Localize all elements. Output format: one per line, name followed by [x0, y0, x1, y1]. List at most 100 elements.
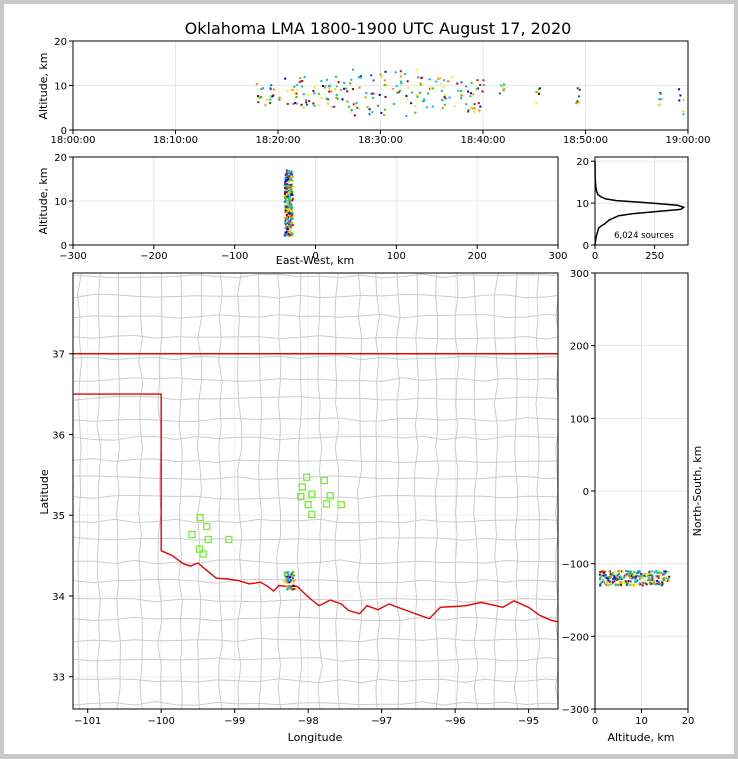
altitude-ns-source [638, 570, 641, 573]
plan-view-xlabel: Longitude [288, 731, 343, 744]
altitude-ns-source [648, 572, 651, 575]
time-altitude-source [473, 110, 476, 113]
state-border-red-river [160, 550, 558, 623]
plan-view-source [285, 586, 288, 589]
time-altitude-source [307, 99, 310, 102]
altitude-ns-source [633, 575, 636, 578]
ew-altitude-source [287, 187, 290, 190]
time-altitude-source [395, 85, 398, 88]
time-altitude-source [440, 89, 443, 92]
altitude-ns-source [616, 578, 619, 581]
altitude-ns-source [645, 583, 648, 586]
ew-altitude-source [288, 218, 291, 221]
altitude-ns-source [604, 574, 607, 577]
altitude-ns-source [622, 581, 625, 584]
ew-altitude-source [288, 177, 291, 180]
ew-altitude-source [284, 183, 287, 186]
time-altitude-source [313, 92, 316, 95]
altitude-ns-source [616, 574, 619, 577]
plan-view-source [287, 577, 290, 580]
ew-altitude-source [284, 180, 287, 183]
county-boundary [454, 273, 460, 709]
time-altitude-source [416, 94, 419, 97]
altitude-ns-source [648, 582, 651, 585]
ew-altitude-source [291, 213, 294, 216]
altitude-ns-source [635, 572, 638, 575]
altitude-ns-source [629, 570, 632, 573]
altitude-ns-source [617, 570, 620, 573]
longitude-tick-label: −97 [371, 716, 392, 727]
altitude-ns-source [630, 574, 633, 577]
time-altitude-source [265, 98, 268, 101]
ew-altitude-source [284, 209, 287, 212]
ew-tick-label: 100 [387, 251, 406, 262]
altitude-ns-source [616, 584, 619, 587]
altitude-ns-source [619, 584, 622, 587]
altitude-ns-source [639, 572, 642, 575]
plan-view-source [289, 587, 292, 590]
county-boundary [196, 273, 203, 709]
ew-altitude-source [288, 201, 291, 204]
altitude-ns-source [609, 573, 612, 576]
time-altitude-source [312, 102, 315, 105]
ew-altitude-source [289, 226, 292, 229]
altitude-ns-source [629, 584, 632, 587]
altitude-ns-source [668, 575, 671, 578]
time-altitude-source [302, 93, 305, 96]
time-altitude-source [537, 88, 540, 91]
time-altitude-source [441, 106, 444, 109]
time-altitude-source [405, 94, 408, 97]
time-altitude-source [328, 90, 331, 93]
altitude-ns-source [666, 580, 669, 583]
ew-altitude-source [286, 171, 289, 174]
altitude-ns-source [638, 582, 641, 585]
ew-altitude-source [286, 175, 289, 178]
ew-altitude-source [289, 218, 292, 221]
ew-altitude-source [290, 175, 293, 178]
altitude-ns-source [619, 575, 622, 578]
time-altitude-source [293, 92, 296, 95]
longitude-tick-label: −98 [298, 716, 319, 727]
ew-altitude-source [287, 235, 290, 238]
time-altitude-source [502, 86, 505, 89]
altitude-tick-label: 20 [576, 157, 589, 168]
altitude-ns-source [631, 572, 634, 575]
time-altitude-source [431, 105, 434, 108]
time-altitude-source [335, 96, 338, 99]
time-altitude-source [334, 88, 337, 91]
altitude-ns-source [633, 574, 636, 577]
ew-altitude-source [288, 183, 291, 186]
altitude-ns-source [663, 573, 666, 576]
time-altitude-source [405, 114, 408, 117]
time-altitude-source [658, 104, 661, 107]
time-altitude-source [538, 87, 541, 90]
time-altitude-source [502, 88, 505, 91]
county-boundary [493, 273, 499, 709]
time-altitude-source [460, 89, 463, 92]
ew-altitude-source [285, 175, 288, 178]
time-altitude-source [264, 104, 267, 107]
time-altitude-source [442, 86, 445, 89]
altitude-ns-source [653, 580, 656, 583]
altitude-ns-source [640, 573, 643, 576]
latitude-tick-label: 36 [52, 430, 65, 441]
ew-altitude-source [291, 224, 294, 227]
altitude-ns-source [634, 576, 637, 579]
ew-tick-label: 200 [468, 251, 487, 262]
plan-view-source [285, 577, 288, 580]
altitude-ns-source [644, 582, 647, 585]
ew-altitude-source [290, 172, 293, 175]
lma-station-marker [304, 501, 312, 509]
time-altitude-source [414, 105, 417, 108]
altitude-ns-source [614, 584, 617, 587]
county-boundary [73, 656, 558, 662]
time-altitude-source [464, 85, 467, 88]
lma-station-marker [298, 483, 306, 491]
altitude-ns-source [630, 577, 633, 580]
time-altitude-source [269, 88, 272, 91]
altitude-ns-source [599, 578, 602, 581]
plan-view-source [287, 570, 290, 573]
altitude-ns-source [661, 579, 664, 582]
lma-station-marker [308, 510, 316, 519]
time-altitude-source [368, 113, 371, 116]
